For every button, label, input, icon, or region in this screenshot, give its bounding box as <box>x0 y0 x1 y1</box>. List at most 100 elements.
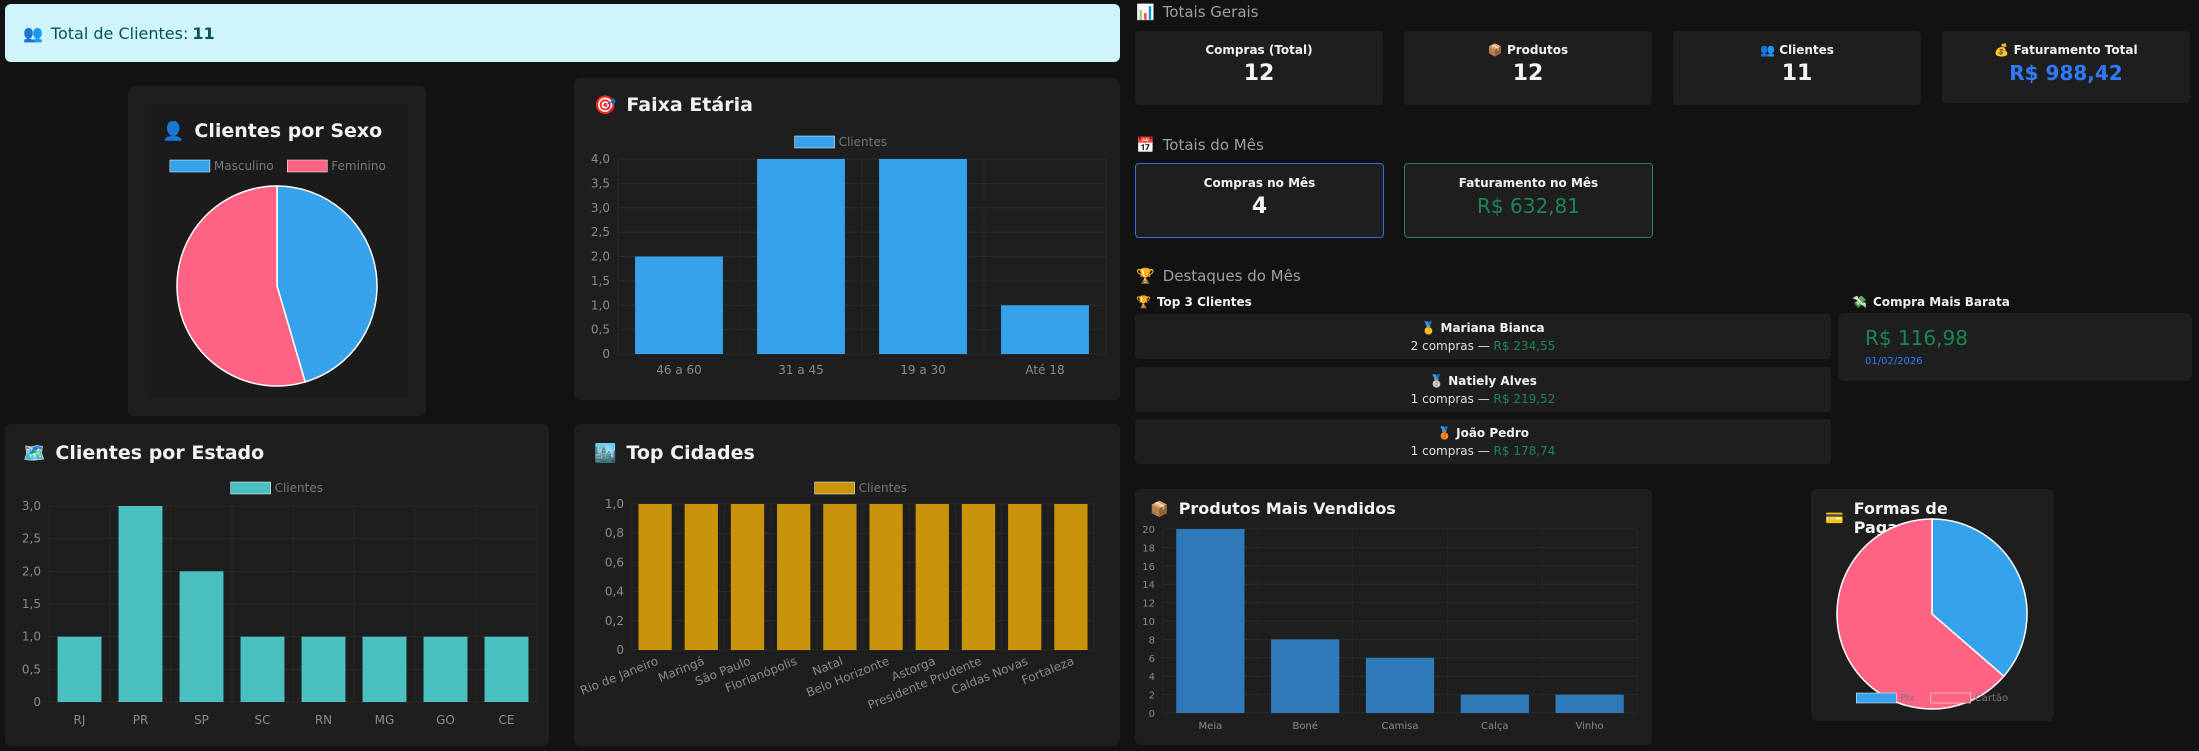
y-tick-label: 3,5 <box>591 176 610 190</box>
y-tick-label: 20 <box>1142 525 1155 536</box>
sexo-title: Clientes por Sexo <box>194 120 383 142</box>
destaques-title: Destaques do Mês <box>1162 267 1301 285</box>
stat-faturamento-total-label: 💰 Faturamento Total <box>1994 43 2138 57</box>
chart-icon: 📊 <box>1136 3 1155 21</box>
y-tick-label: 1,0 <box>605 497 624 511</box>
y-tick-label: 2,5 <box>22 532 41 546</box>
stat-clientes-value: 11 <box>1781 61 1813 86</box>
bar-meia <box>1176 529 1245 713</box>
bar-sao-paulo <box>730 504 765 650</box>
y-tick-label: 4,0 <box>591 152 610 166</box>
faixa-title: Faixa Etária <box>626 94 753 116</box>
bar-go <box>423 636 468 702</box>
legend-swatch-cartao <box>1930 692 1971 704</box>
bar-ce <box>484 636 529 702</box>
sexo-pie-chart: Masculino Feminino <box>169 159 386 387</box>
bar-ate-18 <box>1001 305 1089 354</box>
x-tick-label-fortaleza: Fortaleza <box>1020 654 1076 688</box>
x-tick-label-46-a-60: 46 a 60 <box>656 363 702 377</box>
x-tick-label-31-a-45: 31 a 45 <box>778 363 824 377</box>
legend-swatch-pix <box>1856 692 1897 704</box>
x-tick-label-meia: Meia <box>1199 721 1223 732</box>
cidades-card: 🏙️ Top Cidades 0 0,2 0,4 0,6 0,8 1,0 Rio de Ja… <box>574 424 1120 746</box>
bronze-medal-icon: 🥉 <box>1436 426 1452 440</box>
y-tick-label: 1,5 <box>22 597 41 611</box>
cheap-card: R$ 116,98 01/02/2026 <box>1838 313 2192 381</box>
bar-maringa <box>684 504 718 650</box>
pagamento-pie-chart: Pix Cartão <box>1836 518 2028 710</box>
legend-swatch-clientes <box>230 481 271 495</box>
y-tick-label: 0 <box>602 347 610 361</box>
stat-compras-total-label: Compras (Total) <box>1205 43 1313 57</box>
list-item: 🥉 João Pedro 1 compras — R$ 178,74 <box>1135 419 1831 464</box>
cidades-title: Top Cidades <box>626 442 755 464</box>
cidades-title-wrap: 🏙️ Top Cidades <box>594 442 755 464</box>
y-tick-label: 18 <box>1142 543 1155 554</box>
y-tick-label: 12 <box>1142 599 1155 610</box>
stat-faturamento-total-value: R$ 988,42 <box>2009 61 2123 85</box>
top-client-name: 🥈 Natiely Alves <box>1429 374 1537 388</box>
y-tick-label: 0,5 <box>591 323 610 337</box>
x-tick-label-mg: MG <box>375 713 395 727</box>
y-tick-label: 0 <box>33 695 41 709</box>
x-tick-label-rn: RN <box>315 713 332 727</box>
faixa-title-wrap: 🎯 Faixa Etária <box>594 94 753 116</box>
stat-compras-total-value: 12 <box>1243 61 1275 86</box>
box-icon: 📦 <box>1150 499 1169 518</box>
money-wings-icon: 💸 <box>1852 295 1867 309</box>
bar-19-a-30 <box>879 159 967 354</box>
produtos-title-wrap: 📦 Produtos Mais Vendidos <box>1150 499 1396 518</box>
y-tick-label: 8 <box>1149 635 1155 646</box>
bar-46-a-60 <box>635 256 723 354</box>
credit-card-icon: 💳 <box>1825 509 1844 527</box>
y-tick-label: 2,0 <box>22 564 41 578</box>
legend-label-clientes: Clientes <box>859 481 907 495</box>
legend-swatch-masculino <box>169 159 211 173</box>
bar-belo-horizonte <box>869 504 903 650</box>
stat-compras-total: Compras (Total) 12 <box>1135 31 1383 105</box>
estado-card: 🗺️ Clientes por Estado 0 0,5 1,0 1,5 2,0 2,5 3… <box>5 424 549 746</box>
estado-title-wrap: 🗺️ Clientes por Estado <box>23 442 264 464</box>
stat-produtos-label: 📦 Produtos <box>1487 43 1569 57</box>
bar-sp <box>179 571 224 702</box>
stat-produtos-value: 12 <box>1512 61 1544 86</box>
y-tick-label: 14 <box>1142 580 1155 591</box>
calendar-icon: 📅 <box>1136 136 1155 154</box>
y-tick-label: 3,0 <box>22 499 41 513</box>
bar-rio-de-janeiro <box>638 504 672 650</box>
stat-clientes-label: 👥 Clientes <box>1760 43 1834 57</box>
x-tick-label-sc: SC <box>255 713 271 727</box>
faixa-bar-chart: 0 0,5 1,0 1,5 2,0 2,5 3,0 3,5 4,0 46 a 60 31 a 45 1… <box>591 135 1107 377</box>
pie-slice-masculino <box>276 185 378 383</box>
bar-rn <box>301 636 346 702</box>
money-bag-icon: 💰 <box>1994 43 2010 57</box>
x-tick-label-ate-18: Até 18 <box>1025 363 1064 377</box>
produtos-bar-chart: 0 2 4 6 8 10 12 14 16 18 20 Meia Boné Camisa Calça Vinh… <box>1142 525 1638 732</box>
total-clientes-label: Total de Clientes: <box>50 23 189 43</box>
totais-gerais-title: Totais Gerais <box>1162 3 1259 21</box>
map-icon: 🗺️ <box>23 442 46 464</box>
produtos-title: Produtos Mais Vendidos <box>1178 499 1396 518</box>
y-tick-label: 0,6 <box>605 555 624 569</box>
bar-fortaleza <box>1054 504 1088 650</box>
total-clientes-alert: 👥 Total de Clientes: 11 <box>5 4 1120 62</box>
cheap-heading: 💸 Compra Mais Barata <box>1852 295 2010 309</box>
totais-mes-heading: 📅 Totais do Mês <box>1136 136 1264 154</box>
x-tick-label-vinho: Vinho <box>1575 721 1603 732</box>
y-tick-label: 1,0 <box>22 630 41 644</box>
total-clientes-value: 11 <box>192 23 215 43</box>
x-tick-label-19-a-30: 19 a 30 <box>900 363 946 377</box>
cheap-date: 01/02/2026 <box>1865 356 1923 367</box>
y-tick-label: 1,5 <box>591 274 610 288</box>
city-icon: 🏙️ <box>594 442 617 464</box>
top3-title: Top 3 Clientes <box>1156 295 1252 309</box>
legend-swatch-clientes <box>794 135 835 149</box>
top-client-name: 🥉 João Pedro <box>1436 426 1530 440</box>
users-icon: 👥 <box>1760 43 1776 57</box>
users-icon: 👥 <box>23 23 43 43</box>
stat-compras-mes: Compras no Mês 4 <box>1135 163 1384 238</box>
trophy-icon: 🏆 <box>1136 295 1151 309</box>
y-tick-label: 0 <box>616 643 624 657</box>
